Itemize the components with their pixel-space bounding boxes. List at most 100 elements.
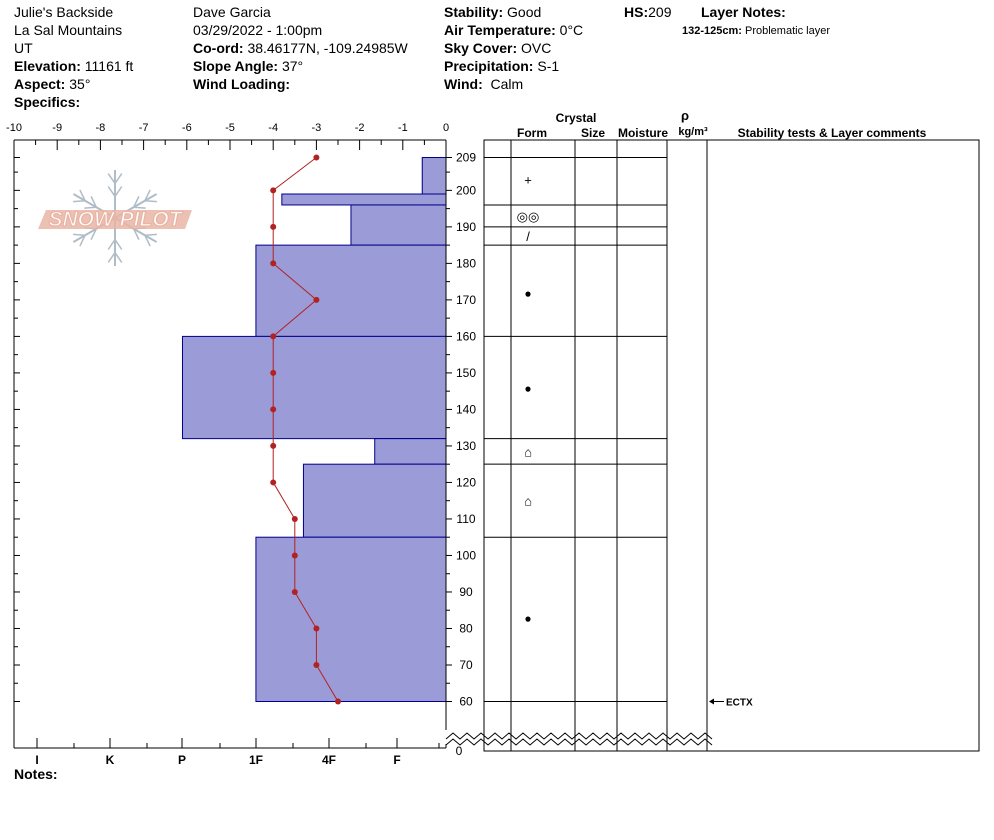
coord-row: Co-ord: 38.46177N, -109.24985W: [193, 39, 408, 57]
temperature-tick-label: -5: [225, 122, 235, 134]
sky-label: Sky Cover:: [444, 40, 518, 56]
temperature-tick-label: -7: [139, 122, 149, 134]
hardness-label: I: [35, 753, 38, 767]
hardness-layer-bar: [374, 438, 447, 465]
height-tick-label: 170: [456, 293, 476, 307]
grain-form-symbol: ●: [524, 382, 531, 396]
hardness-layer-bar: [255, 244, 447, 337]
height-tick-label: 130: [456, 439, 476, 453]
temperature-point: [270, 260, 277, 267]
specifics-label: Specifics:: [14, 94, 81, 110]
form-header: Form: [517, 126, 547, 140]
height-tick-label: 60: [459, 695, 473, 709]
elevation-row: Elevation: 11161 ft: [14, 57, 133, 75]
temperature-point: [313, 296, 320, 303]
slope-label: Slope Angle:: [193, 58, 279, 74]
temperature-tick-label: -6: [182, 122, 192, 134]
temperature-point: [291, 588, 298, 595]
grain-form-symbol: ◎◎: [517, 209, 540, 224]
hardness-label: P: [178, 753, 186, 767]
snowflake-branch: [144, 233, 157, 237]
temperature-point: [270, 406, 277, 413]
grain-form-symbol: ●: [524, 287, 531, 301]
range-name: La Sal Mountains: [14, 22, 123, 38]
stability-test-label: ECTX: [726, 698, 753, 709]
hs-row: HS:209: [624, 3, 671, 21]
snowflake-branch: [133, 228, 140, 240]
density-unit-header: kg/m³: [678, 126, 708, 138]
snowflake-branch: [107, 252, 116, 263]
height-tick-label: 100: [456, 548, 476, 562]
wind-loading-row: Wind Loading:: [193, 75, 408, 93]
layer-table-border: [483, 139, 980, 752]
height-tick-label: 180: [456, 256, 476, 270]
snowflake-branch: [73, 199, 86, 203]
grain-form-symbol: +: [524, 172, 532, 187]
temperature-tick-label: -9: [52, 122, 62, 134]
temperature-point: [313, 154, 320, 161]
crystal-header: Crystal: [556, 111, 597, 125]
hs-label: HS:: [624, 4, 649, 20]
snowflake-branch: [73, 233, 86, 237]
snowflake-branch: [114, 186, 123, 197]
state-name: UT: [14, 40, 33, 56]
grain-form-symbol: ⌂: [524, 494, 532, 509]
wind-value: Calm: [490, 76, 524, 92]
snowflake-icon: [38, 170, 192, 266]
height-tick-label: 110: [456, 512, 475, 526]
aspect-label: Aspect:: [14, 76, 66, 92]
layer-notes-label: Layer Notes:: [701, 4, 786, 20]
height-tick-label: 70: [459, 658, 473, 672]
stability-test-arrowhead: [709, 698, 714, 705]
hardness-layer-bar: [281, 193, 447, 206]
wind-row: Wind: Calm: [444, 75, 583, 93]
header-left: Julie's Backside La Sal Mountains UT Ele…: [14, 3, 133, 111]
height-tick-label: 160: [456, 329, 476, 343]
size-header: Size: [581, 126, 605, 140]
hardness-layer-bar: [181, 335, 447, 440]
hardness-layer-bar: [421, 157, 447, 195]
temperature-point: [313, 661, 320, 668]
temperature-tick-label: 0: [443, 122, 449, 134]
axis-break-lower: [445, 738, 713, 746]
precip-row: Precipitation: S-1: [444, 57, 583, 75]
height-tick-label: 200: [456, 183, 476, 197]
moisture-header: Moisture: [618, 126, 668, 140]
wind-loading-label: Wind Loading:: [193, 76, 291, 92]
snowflake-branch: [144, 199, 157, 203]
coord-label: Co-ord:: [193, 40, 244, 56]
header-right: Stability: Good Air Temperature: 0°C Sky…: [444, 3, 583, 93]
temperature-tick-label: -2: [355, 122, 365, 134]
temperature-tick-label: -10: [6, 122, 22, 134]
wind-label: Wind:: [444, 76, 483, 92]
hardness-label: F: [393, 753, 400, 767]
sky-value: OVC: [521, 40, 552, 56]
height-zero-label: 0: [456, 744, 463, 758]
air-temp-label: Air Temperature:: [444, 22, 556, 38]
temperature-point: [270, 369, 277, 376]
temperature-tick-label: -8: [96, 122, 106, 134]
snowpilot-logo: SNOW PILOT: [38, 170, 192, 266]
snowflake-branch: [90, 228, 97, 240]
snowflake-branch: [114, 173, 123, 184]
aspect-value: 35°: [69, 76, 91, 92]
snowflake-branch: [144, 234, 151, 247]
elevation-value: 11161 ft: [84, 58, 134, 74]
layer-note: 132-125cm: Problematic layer: [682, 22, 830, 40]
height-tick-label: 140: [456, 402, 476, 416]
height-tick-label: 80: [459, 621, 473, 635]
datetime: 03/29/2022 - 1:00pm: [193, 22, 323, 38]
snowflake-branch: [107, 239, 116, 250]
temperature-point: [335, 698, 341, 705]
stability-row: Stability: Good: [444, 3, 583, 21]
slope-value: 37°: [281, 58, 304, 74]
temperature-point: [291, 552, 298, 559]
specifics-row: Specifics:: [14, 93, 133, 111]
layer-note-text: Problematic layer: [745, 25, 830, 37]
hardness-layer-bar: [255, 536, 447, 703]
hardness-layer-bar: [302, 463, 447, 538]
hs-value: 209: [648, 4, 672, 20]
snowflake-branch: [79, 234, 86, 247]
snowflake-branch: [107, 173, 116, 184]
snowflake-branch: [114, 239, 123, 250]
